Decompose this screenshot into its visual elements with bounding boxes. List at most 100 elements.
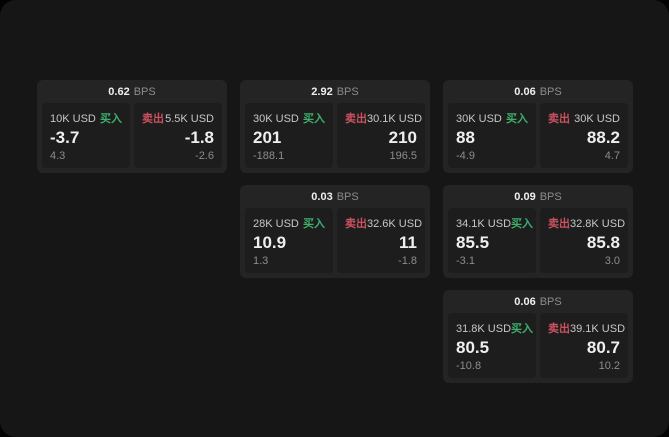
buy-tile-header: 28K USD 买入	[253, 215, 325, 231]
sell-amount: 32.6K USD	[367, 218, 423, 230]
buy-tile[interactable]: 34.1K USD 买入 85.5 -3.1	[448, 208, 536, 273]
quote-card: 0.06 BPS 31.8K USD 买入 80.5 -10.8 卖出 39.1K…	[443, 290, 633, 383]
quote-card-body: 34.1K USD 买入 85.5 -3.1 卖出 32.8K USD 85.8…	[448, 208, 628, 273]
sell-amount: 5.5K USD	[165, 113, 214, 125]
buy-change: -4.9	[456, 150, 475, 162]
sell-price: 88.2	[586, 127, 620, 147]
bps-spread: 0.03 BPS	[245, 185, 425, 208]
quote-card-body: 30K USD 买入 88 -4.9 卖出 30K USD 88.2 4.7	[448, 103, 628, 168]
buy-amount: 34.1K USD	[456, 218, 512, 230]
bps-unit: BPS	[336, 191, 359, 203]
bps-value: 2.92	[311, 86, 333, 98]
buy-change: -188.1	[253, 150, 285, 162]
bps-value: 0.06	[514, 86, 536, 98]
quote-card: 2.92 BPS 30K USD 买入 201 -188.1 卖出 30.1K U…	[240, 80, 430, 173]
sell-tile-header: 卖出 32.8K USD	[548, 215, 625, 231]
buy-change: 4.3	[50, 150, 66, 162]
quote-card: 0.03 BPS 28K USD 买入 10.9 1.3 卖出 32.6K USD…	[240, 185, 430, 278]
bps-spread: 0.06 BPS	[448, 290, 628, 313]
buy-tile-header: 30K USD 买入	[456, 110, 528, 126]
buy-tile-header: 31.8K USD 买入	[456, 320, 533, 336]
buy-price: 85.5	[456, 232, 490, 252]
buy-amount: 31.8K USD	[456, 323, 512, 335]
buy-price: 88	[456, 127, 475, 147]
quote-card-body: 28K USD 买入 10.9 1.3 卖出 32.6K USD 11 -1.8	[245, 208, 425, 273]
sell-change: -2.6	[195, 150, 214, 162]
sell-tile-header: 卖出 32.6K USD	[345, 215, 422, 231]
sell-tile[interactable]: 卖出 5.5K USD -1.8 -2.6	[134, 103, 222, 168]
buy-label: 买入	[100, 113, 122, 125]
bps-value: 0.62	[108, 86, 130, 98]
buy-tile[interactable]: 30K USD 买入 88 -4.9	[448, 103, 536, 168]
sell-tile-header: 卖出 30K USD	[548, 110, 620, 126]
buy-change: 1.3	[253, 255, 269, 267]
buy-amount: 30K USD	[456, 113, 502, 125]
sell-price: 210	[388, 127, 417, 147]
bps-unit: BPS	[539, 296, 562, 308]
sell-change: 3.0	[604, 255, 620, 267]
sell-tile[interactable]: 卖出 32.6K USD 11 -1.8	[337, 208, 425, 273]
quote-card: 0.62 BPS 10K USD 买入 -3.7 4.3 卖出 5.5K USD …	[37, 80, 227, 173]
bps-value: 0.03	[311, 191, 333, 203]
quote-card: 0.09 BPS 34.1K USD 买入 85.5 -3.1 卖出 32.8K …	[443, 185, 633, 278]
sell-amount: 32.8K USD	[570, 218, 626, 230]
buy-tile-header: 10K USD 买入	[50, 110, 122, 126]
sell-label: 卖出	[548, 113, 570, 125]
buy-label: 买入	[303, 113, 325, 125]
bps-unit: BPS	[539, 86, 562, 98]
sell-price: 11	[399, 232, 417, 252]
quote-card: 0.06 BPS 30K USD 买入 88 -4.9 卖出 30K USD 88…	[443, 80, 633, 173]
quote-card-body: 30K USD 买入 201 -188.1 卖出 30.1K USD 210 1…	[245, 103, 425, 168]
buy-change: -3.1	[456, 255, 475, 267]
buy-tile[interactable]: 10K USD 买入 -3.7 4.3	[42, 103, 130, 168]
bps-value: 0.09	[514, 191, 536, 203]
buy-amount: 30K USD	[253, 113, 299, 125]
buy-tile[interactable]: 28K USD 买入 10.9 1.3	[245, 208, 333, 273]
buy-change: -10.8	[456, 360, 482, 372]
buy-amount: 10K USD	[50, 113, 96, 125]
buy-label: 买入	[506, 113, 528, 125]
sell-price: 85.8	[586, 232, 620, 252]
buy-price: -3.7	[50, 127, 80, 147]
sell-label: 卖出	[345, 218, 367, 230]
sell-tile[interactable]: 卖出 39.1K USD 80.7 10.2	[540, 313, 628, 378]
buy-label: 买入	[303, 218, 325, 230]
bps-unit: BPS	[133, 86, 156, 98]
sell-tile[interactable]: 卖出 30K USD 88.2 4.7	[540, 103, 628, 168]
quote-card-body: 10K USD 买入 -3.7 4.3 卖出 5.5K USD -1.8 -2.…	[42, 103, 222, 168]
sell-change: -1.8	[398, 255, 417, 267]
sell-label: 卖出	[548, 323, 570, 335]
sell-price: -1.8	[184, 127, 214, 147]
sell-tile[interactable]: 卖出 32.8K USD 85.8 3.0	[540, 208, 628, 273]
bps-spread: 0.09 BPS	[448, 185, 628, 208]
buy-price: 80.5	[456, 337, 490, 357]
sell-amount: 39.1K USD	[570, 323, 626, 335]
buy-tile-header: 30K USD 买入	[253, 110, 325, 126]
buy-tile[interactable]: 30K USD 买入 201 -188.1	[245, 103, 333, 168]
buy-price: 10.9	[253, 232, 287, 252]
sell-label: 卖出	[345, 113, 367, 125]
bps-unit: BPS	[336, 86, 359, 98]
buy-tile-header: 34.1K USD 买入	[456, 215, 533, 231]
sell-price: 80.7	[586, 337, 620, 357]
quotes-grid: 0.62 BPS 10K USD 买入 -3.7 4.3 卖出 5.5K USD …	[37, 80, 633, 383]
sell-tile[interactable]: 卖出 30.1K USD 210 196.5	[337, 103, 425, 168]
bps-spread: 0.06 BPS	[448, 80, 628, 103]
buy-label: 买入	[511, 218, 534, 230]
sell-label: 卖出	[142, 113, 164, 125]
bps-spread: 0.62 BPS	[42, 80, 222, 103]
bps-unit: BPS	[539, 191, 562, 203]
bps-spread: 2.92 BPS	[245, 80, 425, 103]
bps-value: 0.06	[514, 296, 536, 308]
sell-label: 卖出	[548, 218, 570, 230]
sell-tile-header: 卖出 5.5K USD	[142, 110, 214, 126]
quote-card-body: 31.8K USD 买入 80.5 -10.8 卖出 39.1K USD 80.…	[448, 313, 628, 378]
buy-amount: 28K USD	[253, 218, 299, 230]
sell-tile-header: 卖出 39.1K USD	[548, 320, 625, 336]
buy-tile[interactable]: 31.8K USD 买入 80.5 -10.8	[448, 313, 536, 378]
sell-amount: 30K USD	[574, 113, 620, 125]
sell-change: 196.5	[389, 150, 417, 162]
sell-amount: 30.1K USD	[367, 113, 423, 125]
buy-label: 买入	[511, 323, 534, 335]
